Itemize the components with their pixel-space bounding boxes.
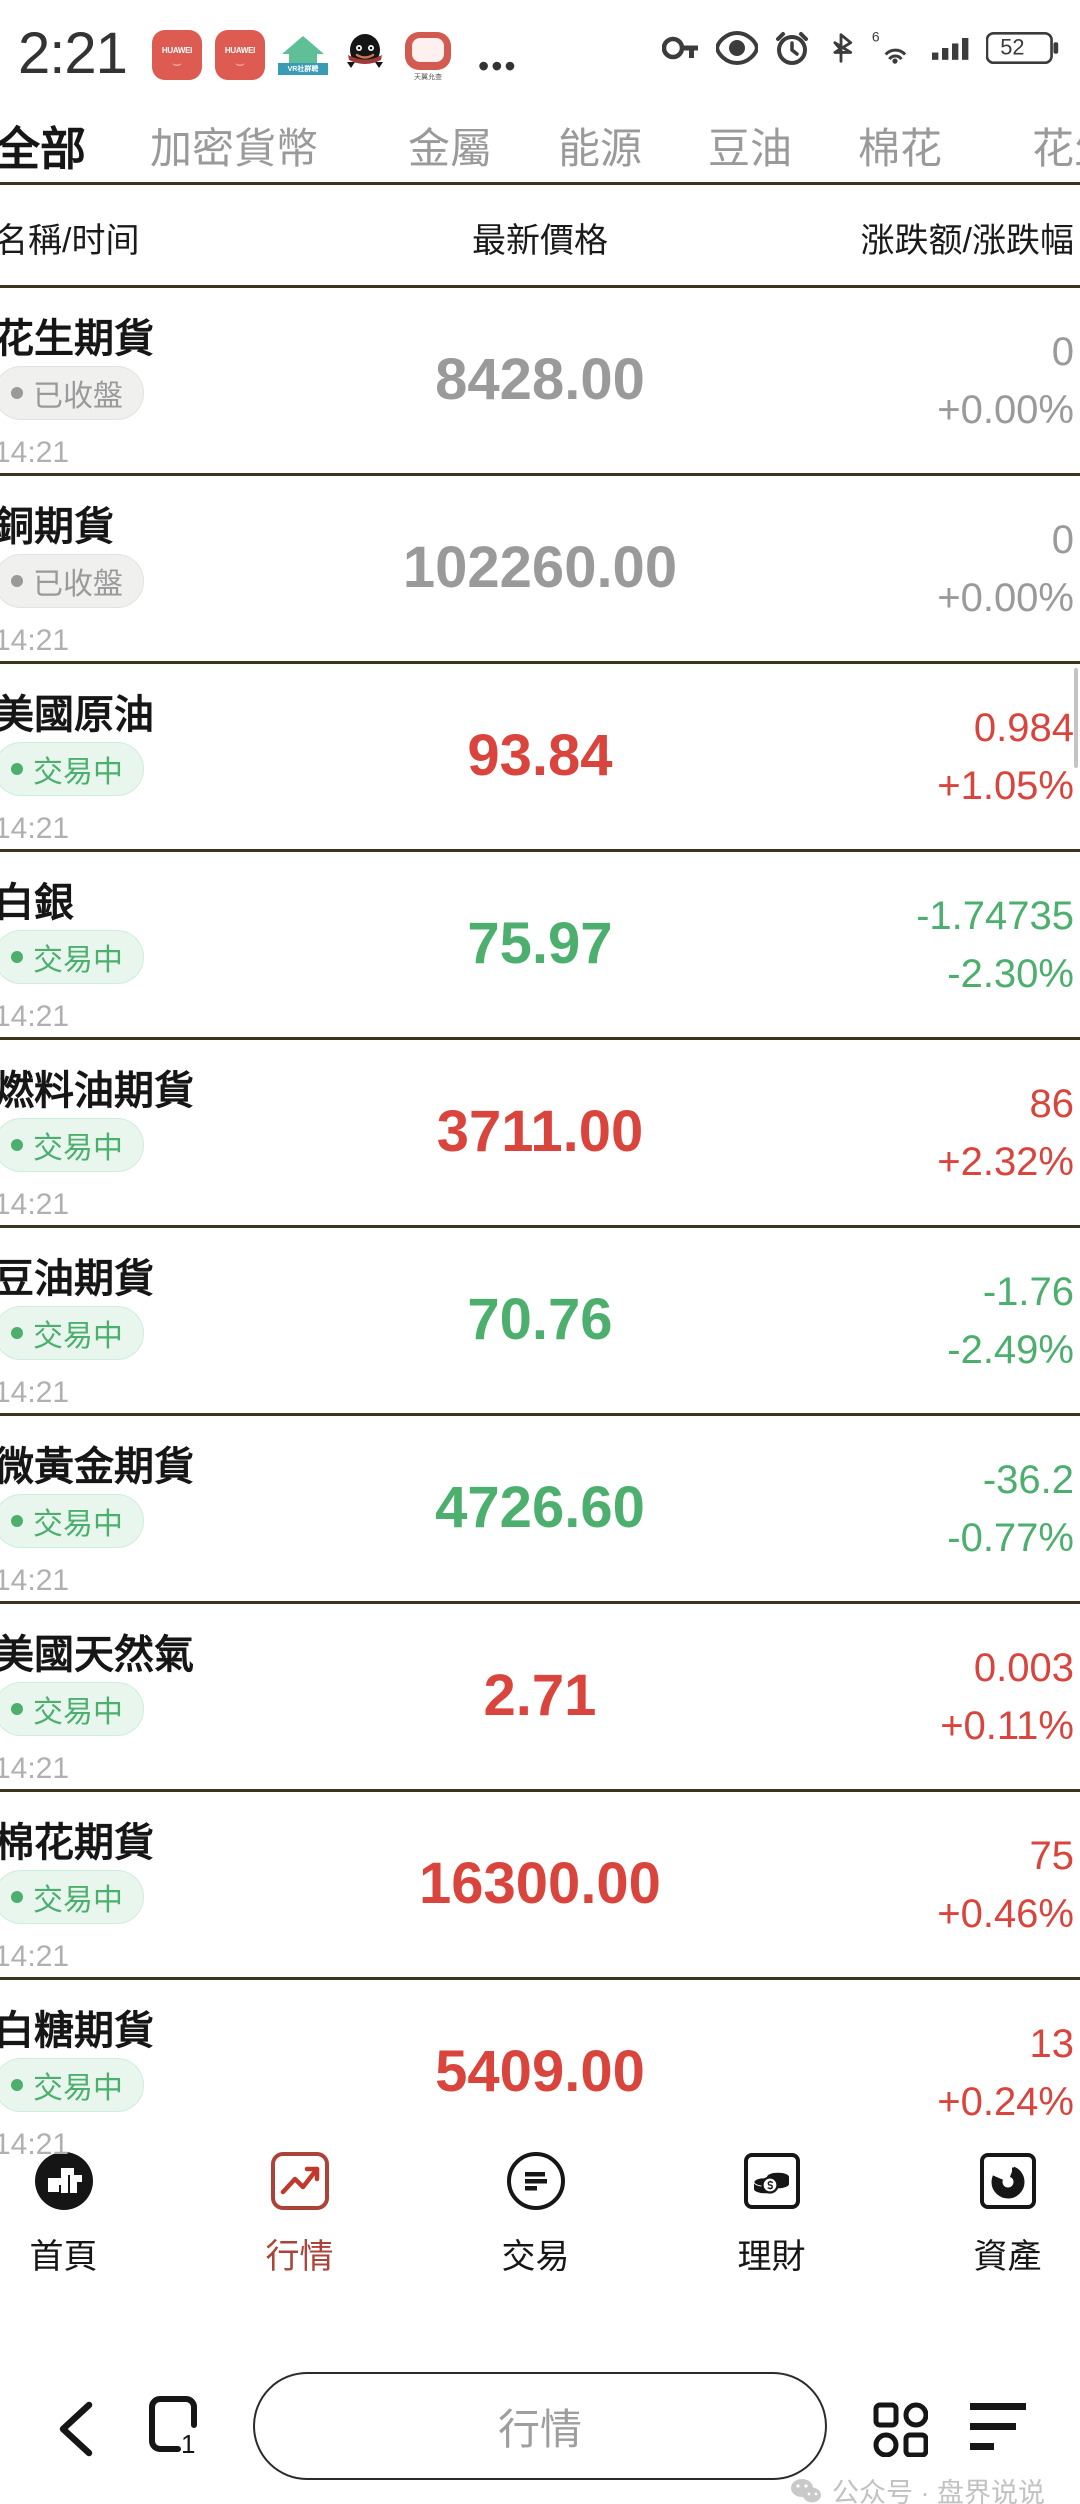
svg-text:52: 52 — [1000, 34, 1024, 59]
svg-text:6: 6 — [872, 29, 880, 45]
svg-text:1: 1 — [181, 2429, 195, 2459]
